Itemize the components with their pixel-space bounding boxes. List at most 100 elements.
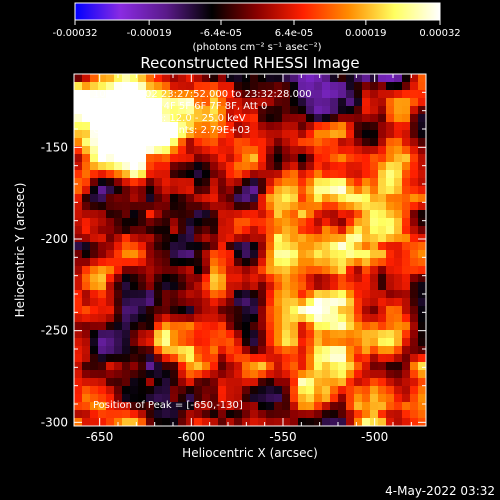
heatmap-cell <box>298 402 307 411</box>
heatmap-cell <box>82 186 91 195</box>
heatmap-cell <box>370 162 379 171</box>
heatmap-cell <box>362 202 371 211</box>
heatmap-cell <box>370 146 379 155</box>
heatmap-cell <box>74 290 83 299</box>
heatmap-cell <box>138 378 147 387</box>
heatmap-cell <box>250 138 259 147</box>
heatmap-cell <box>154 378 163 387</box>
heatmap-cell <box>178 298 187 307</box>
heatmap-cell <box>290 402 299 411</box>
heatmap-cell <box>162 154 171 163</box>
heatmap-cell <box>346 394 355 403</box>
heatmap-cell <box>138 266 147 275</box>
heatmap-cell <box>114 370 123 379</box>
heatmap-cell <box>322 354 331 363</box>
heatmap-cell <box>146 298 155 307</box>
heatmap-cell <box>306 146 315 155</box>
heatmap-cell <box>130 322 139 331</box>
heatmap-cell <box>194 258 203 267</box>
heatmap-cell <box>282 218 291 227</box>
heatmap-cell <box>298 210 307 219</box>
heatmap-cell <box>394 346 403 355</box>
heatmap-cell <box>178 202 187 211</box>
heatmap-cell <box>378 194 387 203</box>
heatmap-cell <box>266 218 275 227</box>
heatmap-cell <box>194 394 203 403</box>
heatmap-cell <box>106 186 115 195</box>
heatmap-cell <box>130 146 139 155</box>
heatmap-cell <box>418 154 426 163</box>
heatmap-cell <box>346 186 355 195</box>
heatmap-cell <box>354 306 363 315</box>
heatmap-cell <box>154 210 163 219</box>
heatmap-cell <box>106 386 115 395</box>
heatmap-cell <box>394 242 403 251</box>
heatmap-cell <box>394 162 403 171</box>
footer-timestamp: 4-May-2022 03:32 <box>385 484 495 498</box>
heatmap-cell <box>90 346 99 355</box>
heatmap-cell <box>258 114 267 123</box>
heatmap-cell <box>122 170 131 179</box>
heatmap-cell <box>402 218 411 227</box>
heatmap-cell <box>298 418 307 426</box>
heatmap-cell <box>338 306 347 315</box>
heatmap-cell <box>242 394 251 403</box>
heatmap-cell <box>90 170 99 179</box>
heatmap-cell <box>106 122 115 131</box>
heatmap-cell <box>242 146 251 155</box>
heatmap-cell <box>346 402 355 411</box>
heatmap-cell <box>146 242 155 251</box>
heatmap-cell <box>266 410 275 419</box>
heatmap-cell <box>106 362 115 371</box>
heatmap-cell <box>178 234 187 243</box>
heatmap-cell <box>74 74 83 83</box>
heatmap-cell <box>266 298 275 307</box>
heatmap-cell <box>186 218 195 227</box>
heatmap-cell <box>290 298 299 307</box>
heatmap-cell <box>186 354 195 363</box>
heatmap-cell <box>162 378 171 387</box>
heatmap-cell <box>282 130 291 139</box>
heatmap-cell <box>242 370 251 379</box>
heatmap-cell <box>90 242 99 251</box>
heatmap-cell <box>82 114 91 123</box>
heatmap-cell <box>162 226 171 235</box>
heatmap-cell <box>186 250 195 259</box>
heatmap-cell <box>370 274 379 283</box>
heatmap-cell <box>74 258 83 267</box>
heatmap-cell <box>170 386 179 395</box>
heatmap-cell <box>74 130 83 139</box>
heatmap-cell <box>290 394 299 403</box>
heatmap-cell <box>74 330 83 339</box>
heatmap-cell <box>226 346 235 355</box>
heatmap-cell <box>90 306 99 315</box>
heatmap-cell <box>338 330 347 339</box>
heatmap-cell <box>114 186 123 195</box>
heatmap-cell <box>314 210 323 219</box>
heatmap-cell <box>162 218 171 227</box>
heatmap-cell <box>146 194 155 203</box>
heatmap-cell <box>410 298 419 307</box>
heatmap-cell <box>338 362 347 371</box>
heatmap-cell <box>266 290 275 299</box>
heatmap-cell <box>354 258 363 267</box>
heatmap-cell <box>202 146 211 155</box>
heatmap-cell <box>90 418 99 426</box>
heatmap-cell <box>298 90 307 99</box>
heatmap-cell <box>218 130 227 139</box>
heatmap-cell <box>410 114 419 123</box>
heatmap-cell <box>258 290 267 299</box>
heatmap-cell <box>74 146 83 155</box>
heatmap-cell <box>130 82 139 91</box>
heatmap-cell <box>346 354 355 363</box>
heatmap-cell <box>362 282 371 291</box>
heatmap-cell <box>74 370 83 379</box>
heatmap-cell <box>322 346 331 355</box>
heatmap-cell <box>146 314 155 323</box>
heatmap-cell <box>258 82 267 91</box>
heatmap-cell <box>362 82 371 91</box>
heatmap-cell <box>282 346 291 355</box>
heatmap-cell <box>146 394 155 403</box>
heatmap-cell <box>266 282 275 291</box>
heatmap-cell <box>82 290 91 299</box>
